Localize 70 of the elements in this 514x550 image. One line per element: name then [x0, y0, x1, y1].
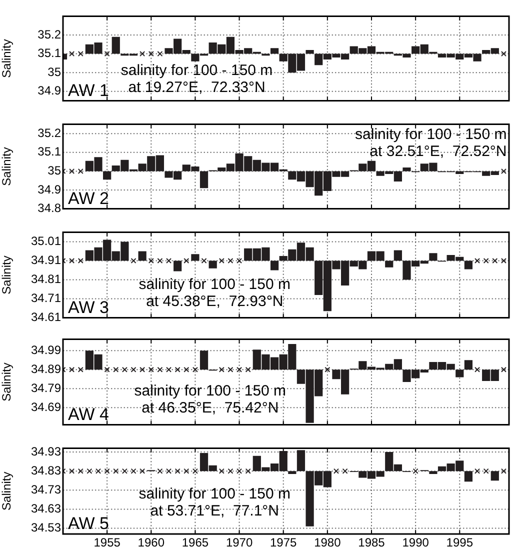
bar [464, 471, 473, 482]
y-tick-label: 34.91 [30, 253, 62, 268]
bar [112, 36, 120, 54]
x-tick-label: 1955 [94, 536, 121, 550]
y-tick-label: 35.01 [30, 234, 62, 248]
bar [270, 48, 279, 54]
y-tick-label: 34.83 [30, 463, 62, 478]
bar [138, 251, 146, 261]
bar [429, 253, 438, 261]
bar [174, 260, 182, 272]
bar [103, 171, 112, 180]
y-tick-label: 35.1 [38, 144, 62, 159]
y-tick-label: 34.93 [30, 444, 62, 458]
bar [200, 171, 208, 188]
y-tick-label: 34.53 [30, 520, 62, 535]
y-tick-label: 35.1 [38, 46, 62, 60]
bar [402, 167, 411, 172]
bar [191, 254, 200, 261]
x-tick-label: 1975 [270, 536, 298, 550]
annotation: AW 5 [68, 514, 109, 534]
bar [270, 260, 279, 270]
y-tick-label: 35 [48, 64, 62, 79]
annotation: salinity for 100 - 150 m at 46.35°E, 75.42°N [134, 382, 286, 416]
y-tick-label: 34.73 [30, 482, 62, 496]
y-tick-label: 34.81 [30, 272, 62, 286]
y-tick-label: 34.9 [38, 182, 62, 196]
annotation: AW 1 [68, 80, 109, 100]
x-tick-label: 1990 [402, 536, 430, 550]
x-tick-label: 1985 [358, 536, 386, 550]
y-axis-title: Salinity [0, 362, 14, 402]
y-tick-label: 35 [48, 164, 62, 178]
y-tick-label: 34.9 [38, 84, 62, 98]
y-tick-label: 34.8 [38, 201, 62, 216]
annotation: salinity for 100 - 150 m at 45.38°E, 72.93°N [138, 276, 291, 310]
y-tick-label: 35.2 [38, 27, 62, 42]
annotation: salinity for 100 - 150 m at 32.51°E, 72.52°N [355, 126, 507, 160]
bar [490, 471, 499, 481]
y-tick-label: 34.71 [30, 291, 62, 306]
annotation: AW 4 [68, 404, 109, 424]
bar [385, 260, 394, 268]
bar [306, 50, 314, 54]
y-tick-label: 34.61 [30, 310, 62, 324]
y-tick-label: 35.2 [38, 126, 62, 140]
y-axis-title: Salinity [0, 472, 14, 510]
y-tick-label: 34.89 [30, 362, 62, 376]
bar [456, 370, 464, 378]
bar [394, 250, 402, 261]
bar [429, 471, 438, 474]
x-tick-label: 1980 [314, 536, 342, 550]
y-axis-title: Salinity [0, 147, 14, 186]
y-tick-label: 34.69 [30, 400, 62, 414]
y-axis-title: Salinity [0, 39, 14, 78]
bar [288, 471, 296, 474]
y-axis-title: Salinity [0, 256, 14, 294]
annotation: salinity for 100 - 150 m at 53.71°E, 77.1°N [138, 485, 291, 520]
annotation: AW 2 [68, 188, 109, 208]
bar [464, 260, 473, 270]
bar [208, 260, 217, 268]
x-tick-label: 1970 [226, 536, 253, 550]
x-tick-label: 1965 [182, 536, 209, 550]
bar [464, 360, 473, 370]
y-tick-label: 34.99 [30, 342, 62, 357]
annotation: AW 3 [68, 298, 109, 317]
y-tick-label: 34.79 [30, 380, 62, 395]
x-tick-label: 1995 [446, 536, 474, 550]
annotation: salinity for 100 - 150 m at 19.27°E, 72.33°N [120, 62, 273, 96]
bar [296, 450, 306, 472]
bar [200, 350, 208, 370]
x-tick-label: 1960 [138, 536, 165, 550]
y-tick-label: 34.63 [30, 502, 62, 516]
